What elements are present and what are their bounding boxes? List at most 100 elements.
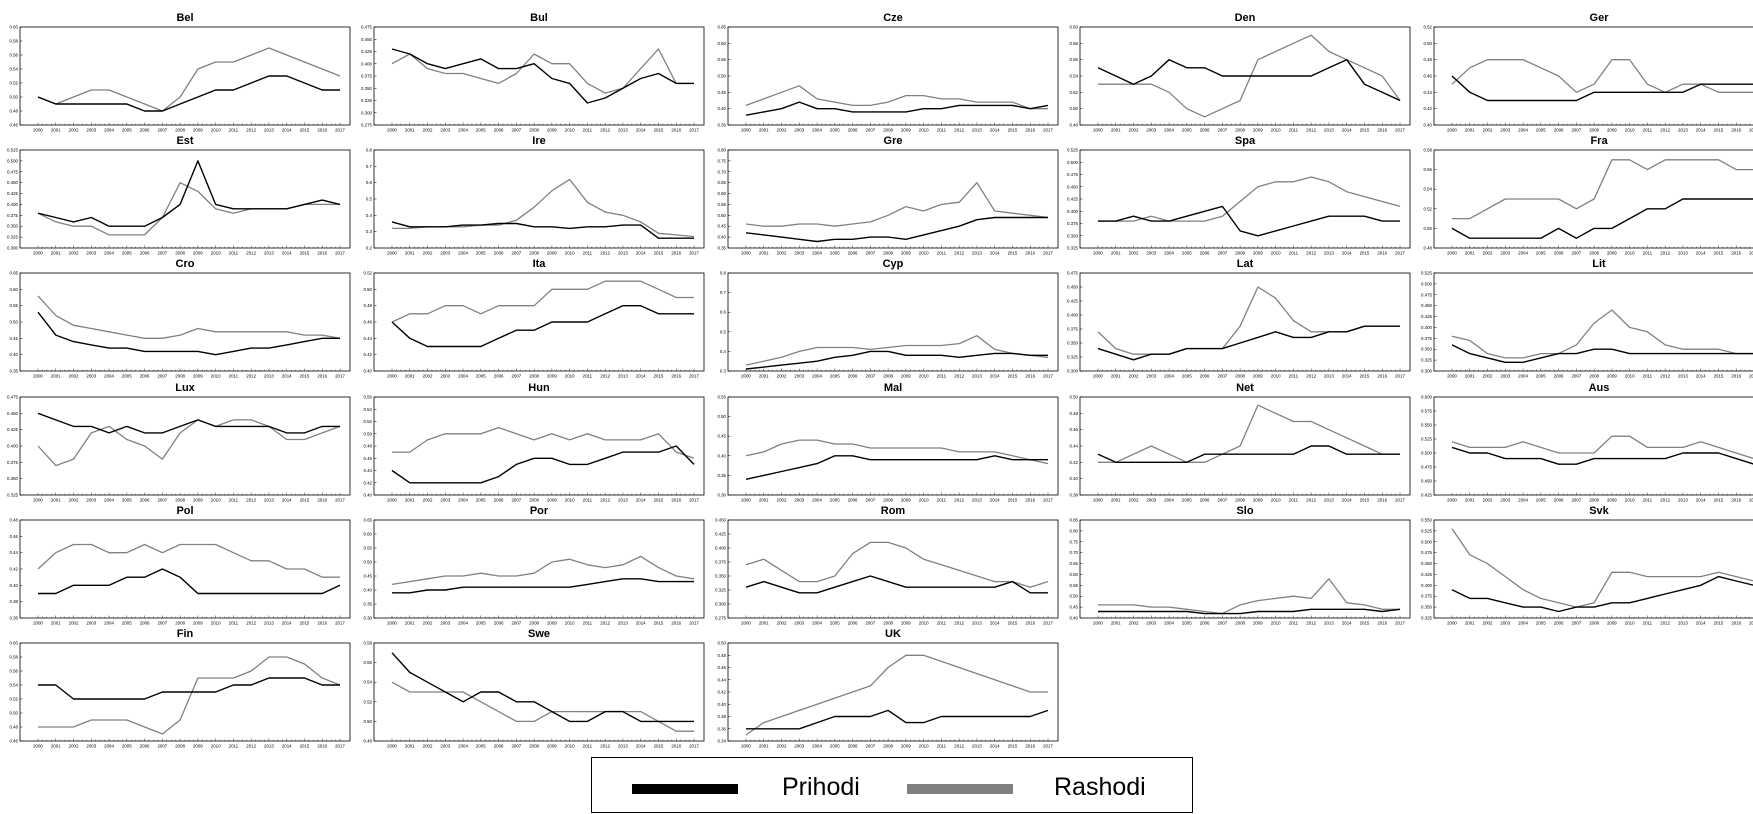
x-tick-label: 2006 [848,498,858,503]
y-tick-label: 0.40 [363,369,372,374]
y-tick-label: 0.50 [9,95,18,100]
x-tick-label: 2011 [583,128,593,133]
x-tick-label: 2009 [193,128,203,133]
x-tick-label: 2014 [282,128,292,133]
x-tick-label: 2004 [104,374,114,379]
plot-frame [19,272,351,372]
x-tick-label: 2006 [494,374,504,379]
y-tick-label: 0.48 [1069,411,1078,416]
x-tick-label: 2001 [51,621,61,626]
y-tick-label: 0.52 [9,697,18,702]
panel-net: Net 0.38 0.40 0.42 0.44 0.46 0.48 0.50 2000 2001 2… [1069,382,1411,503]
x-tick-label: 2011 [229,621,239,626]
y-tick-label: 0.550 [1421,423,1433,428]
x-tick-label: 2005 [830,621,840,626]
series-line-rashodi [391,280,694,323]
y-tick-label: 0.50 [1069,106,1078,111]
y-tick-label: 0.54 [1423,187,1432,192]
series-line-prihodi [1097,59,1401,102]
x-tick-label: 2008 [1235,621,1245,626]
y-tick-label: 0.45 [1069,605,1078,610]
x-tick-label: 2009 [1607,374,1617,379]
series-line-prihodi [37,412,340,434]
y-tick-label: 0.75 [717,158,726,163]
x-tick-label: 2001 [51,374,61,379]
x-tick-label: 2014 [990,251,1000,256]
y-tick-label: 0.40 [363,588,372,593]
y-tick-label: 0.350 [1067,341,1079,346]
x-tick-label: 2017 [335,498,345,503]
panel-title: Swe [528,628,550,640]
series-line-rashodi [392,178,695,238]
y-tick-label: 0.450 [1067,285,1079,290]
y-tick-label: 0.48 [9,109,18,114]
panel-slo: Slo 0.40 0.45 0.50 0.55 0.60 0.65 0.70 0.75 0.80 0… [1069,505,1411,626]
y-tick-label: 0.56 [363,395,372,400]
x-tick-label: 2002 [777,744,787,749]
x-tick-label: 2012 [954,744,964,749]
x-tick-label: 2002 [1129,374,1139,379]
panel-title: Spa [1235,135,1256,147]
panel-fin: Fin 0.46 0.48 0.50 0.52 0.54 0.56 0.58 0.60 2000 2… [9,628,351,749]
x-tick-label: 2007 [511,498,521,503]
x-tick-label: 2017 [335,744,345,749]
x-tick-label: 2008 [175,374,185,379]
x-tick-label: 2016 [1377,498,1387,503]
x-tick-label: 2011 [1643,498,1653,503]
panel-title: Por [530,505,549,517]
x-tick-label: 2007 [1571,374,1581,379]
x-tick-label: 2011 [583,744,593,749]
y-tick-label: 0.75 [1069,539,1078,544]
y-tick-label: 0.52 [1423,206,1432,211]
series-line-rashodi [745,85,1048,110]
series-line-prihodi [745,575,1048,594]
x-tick-label: 2004 [458,128,468,133]
y-tick-label: 0.65 [717,180,726,185]
x-tick-label: 2001 [51,498,61,503]
series-line-rashodi [1451,528,1753,608]
panel-title: Lat [1237,258,1254,270]
x-tick-label: 2008 [1235,128,1245,133]
y-tick-label: 0.50 [363,431,372,436]
x-tick-label: 2000 [33,744,43,749]
x-tick-label: 2014 [636,251,646,256]
x-tick-label: 2000 [1093,498,1103,503]
y-tick-label: 0.40 [1069,476,1078,481]
x-tick-label: 2012 [1306,374,1316,379]
y-tick-label: 0.60 [9,641,18,646]
x-tick-label: 2016 [317,374,327,379]
y-tick-label: 0.40 [717,106,726,111]
y-tick-label: 0.60 [363,532,372,537]
x-tick-label: 2011 [1289,251,1299,256]
y-tick-label: 0.30 [363,616,372,621]
x-tick-label: 2013 [618,251,628,256]
y-tick-label: 0.350 [1421,347,1433,352]
x-tick-label: 2011 [937,744,947,749]
x-tick-label: 2011 [1289,374,1299,379]
y-tick-label: 0.375 [1067,221,1079,226]
y-tick-label: 0.65 [717,25,726,30]
y-tick-label: 0.58 [9,39,18,44]
x-tick-label: 2000 [1447,128,1457,133]
y-tick-label: 0.350 [1421,605,1433,610]
y-tick-label: 0.50 [9,320,18,325]
y-tick-label: 0.400 [7,202,19,207]
y-tick-label: 0.8 [366,148,373,153]
x-tick-label: 2007 [157,374,167,379]
x-tick-label: 2003 [1500,621,1510,626]
x-tick-label: 2017 [689,128,699,133]
x-tick-label: 2008 [1235,498,1245,503]
x-tick-label: 2008 [175,251,185,256]
x-tick-label: 2012 [954,251,964,256]
x-tick-label: 2011 [937,374,947,379]
x-tick-label: 2016 [317,251,327,256]
x-tick-label: 2009 [901,251,911,256]
x-tick-label: 2002 [777,374,787,379]
x-tick-label: 2014 [1342,621,1352,626]
x-tick-label: 2012 [600,128,610,133]
x-tick-label: 2004 [812,621,822,626]
x-tick-label: 2011 [937,621,947,626]
y-tick-label: 0.85 [1069,518,1078,523]
series-line-rashodi [745,182,1049,227]
x-tick-label: 2012 [600,744,610,749]
